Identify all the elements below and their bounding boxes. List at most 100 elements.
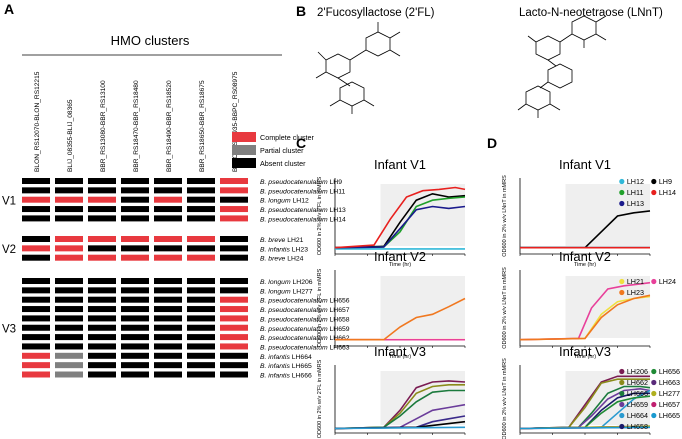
infant-group-label: V1 xyxy=(2,195,16,207)
legend-marker xyxy=(619,390,625,397)
heatmap-cell xyxy=(187,187,215,194)
legend-marker xyxy=(619,200,625,207)
heatmap-cell xyxy=(22,306,50,313)
heatmap-cell xyxy=(121,352,149,359)
growth-chart: Infant V2 OD600 in 2% w/v 2'FL in mMRS Tim… xyxy=(317,249,466,360)
strain-label: B. pseudocatenulatum LH658 xyxy=(260,316,350,323)
growth-curve-charts: Infant V1 OD600 in 2% w/v 2'FL in mMRS Tim… xyxy=(317,157,651,439)
legend-entry: LH21 xyxy=(627,277,644,286)
heatmap-cell xyxy=(187,324,215,331)
growth-chart: Infant V1 OD600 in 2% w/v LNnT in mMRS Tim… xyxy=(502,157,651,268)
chart-title: Infant V3 xyxy=(559,344,611,359)
heatmap-cell xyxy=(55,296,83,303)
heatmap-cell xyxy=(187,352,215,359)
heatmap-cell xyxy=(154,306,182,313)
heatmap-cell xyxy=(220,287,248,294)
species-name: B. longum xyxy=(260,279,293,286)
legend-marker xyxy=(651,412,657,419)
legend-entry: LH659 xyxy=(627,400,648,409)
chart-title: Infant V2 xyxy=(374,249,426,264)
cluster-column-headers: BLON_RS12070-BLON_RS12215 BLIJ_08355-BLIJ… xyxy=(34,71,239,172)
species-name: B. pseudocatenulatum xyxy=(260,307,330,314)
species-name: B. pseudocatenulatum xyxy=(260,344,330,351)
heatmap-cell xyxy=(154,178,182,184)
panel-label-b: B xyxy=(296,3,306,19)
heatmap-cell xyxy=(22,206,50,213)
legend-entry: LH657 xyxy=(659,400,680,409)
strain-id: LH657 xyxy=(330,307,350,314)
heatmap-cell xyxy=(88,254,116,261)
heatmap-cell xyxy=(88,178,116,184)
heatmap-cell xyxy=(55,306,83,313)
heatmap-cell xyxy=(55,352,83,359)
heatmap-cell xyxy=(121,215,149,222)
series-line-lh23 xyxy=(519,294,651,341)
heatmap-cell xyxy=(22,236,50,242)
heatmap-cell xyxy=(154,287,182,294)
legend-entry: LH666 xyxy=(627,389,648,398)
legend-marker xyxy=(651,401,657,408)
strain-label: B. breve LH24 xyxy=(260,256,304,263)
heatmap-cell xyxy=(187,254,215,261)
heatmap-cell xyxy=(88,324,116,331)
heatmap-cell xyxy=(187,236,215,242)
cluster-legend: Complete cluster Partial cluster Absent cl… xyxy=(232,132,315,168)
legend-entry: LH14 xyxy=(659,188,676,197)
legend-marker xyxy=(651,189,657,196)
legend-marker xyxy=(619,368,625,375)
heatmap-cell xyxy=(22,324,50,331)
heatmap-cell xyxy=(55,315,83,322)
strain-id: LH663 xyxy=(330,344,350,351)
heatmap-cell xyxy=(187,196,215,203)
species-name: B. longum xyxy=(260,288,293,295)
heatmap-cell xyxy=(22,343,50,350)
legend-entry: LH662 xyxy=(627,378,648,387)
strain-id: LH13 xyxy=(330,207,346,214)
strain-id: LH12 xyxy=(293,198,309,205)
chart-y-label: OD600 in 2% w/v LNnT in mMRS xyxy=(502,267,508,349)
heatmap-cell xyxy=(220,215,248,222)
strain-id: LH662 xyxy=(330,335,350,342)
heatmap-cell xyxy=(220,334,248,341)
species-name: B. infantis xyxy=(260,363,292,370)
strain-id: LH658 xyxy=(330,316,350,323)
heatmap-cell xyxy=(22,315,50,322)
heatmap-cell xyxy=(154,278,182,284)
chart-title: Infant V2 xyxy=(559,249,611,264)
heatmap-cell xyxy=(88,334,116,341)
heatmap-cell xyxy=(187,278,215,284)
heatmap-cell xyxy=(220,245,248,252)
heatmap-cell xyxy=(220,315,248,322)
chart-y-label: OD600 in 2% w/v 2'FL in mMRS xyxy=(317,359,323,438)
heatmap-cell xyxy=(220,278,248,284)
hmo-clusters-title: HMO clusters xyxy=(111,33,190,48)
heatmap-cell xyxy=(154,324,182,331)
heatmap-cell xyxy=(154,187,182,194)
strain-id: LH666 xyxy=(292,373,312,380)
heatmap-cell xyxy=(121,245,149,252)
heatmap-cell xyxy=(121,306,149,313)
chart-title: Infant V1 xyxy=(559,157,611,172)
heatmap-cell xyxy=(154,352,182,359)
error-band xyxy=(565,184,650,246)
heatmap-cell xyxy=(220,254,248,261)
heatmap-cell xyxy=(220,352,248,359)
strain-id: LH206 xyxy=(293,279,313,286)
heatmap-cell xyxy=(220,236,248,242)
species-name: B. pseudocatenulatum xyxy=(260,216,330,223)
error-band xyxy=(380,276,465,338)
lnnt-structure xyxy=(517,15,607,118)
heatmap-cell xyxy=(187,371,215,378)
legend-marker xyxy=(619,278,625,285)
heatmap-cell xyxy=(121,287,149,294)
heatmap-cell xyxy=(22,371,50,378)
panel-label-c: C xyxy=(296,135,306,151)
strain-label: B. longum LH277 xyxy=(260,288,313,295)
error-band xyxy=(565,276,650,338)
heatmap-cell xyxy=(220,362,248,369)
heatmap-cell xyxy=(121,278,149,284)
growth-chart: Infant V3 OD600 in 2% w/v LNnT in mMRS Tim… xyxy=(502,344,651,439)
heatmap-cell xyxy=(187,215,215,222)
chart-y-label: OD600 in 2% w/v LNnT in mMRS xyxy=(502,358,508,439)
